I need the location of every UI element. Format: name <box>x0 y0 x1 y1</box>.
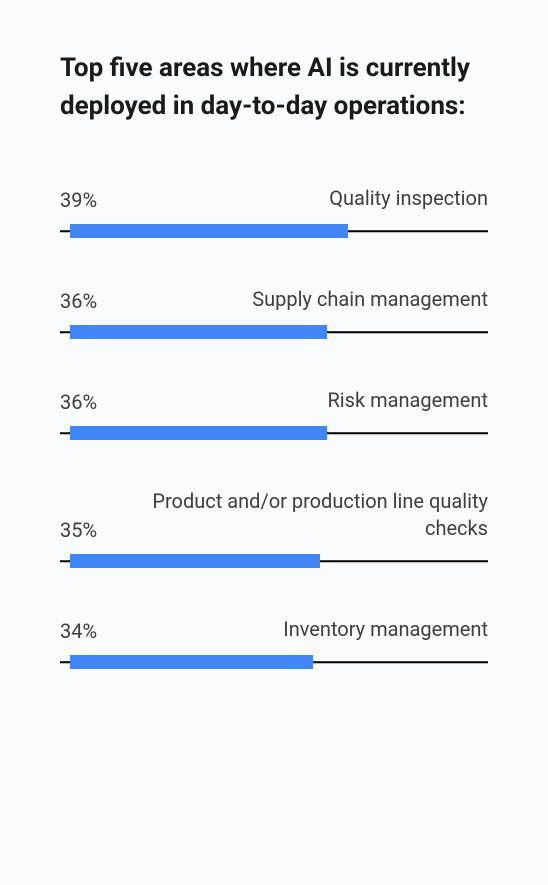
bar-item: 36% Supply chain management <box>60 286 488 339</box>
bar-percentage: 36% <box>60 390 97 414</box>
bar-track <box>60 655 488 669</box>
bar-percentage: 34% <box>60 619 97 643</box>
bar-fill <box>70 325 327 339</box>
bar-fill <box>70 655 313 669</box>
bar-percentage: 39% <box>60 188 97 212</box>
bar-label: Product and/or production line quality c… <box>117 488 488 542</box>
bar-item-header: 36% Supply chain management <box>60 286 488 313</box>
bar-item: 35% Product and/or production line quali… <box>60 488 488 568</box>
bar-track <box>60 325 488 339</box>
bar-track <box>60 554 488 568</box>
bar-item: 36% Risk management <box>60 387 488 440</box>
bar-label: Risk management <box>327 387 488 414</box>
bar-track <box>60 224 488 238</box>
bar-label: Quality inspection <box>329 185 488 212</box>
bar-item: 34% Inventory management <box>60 616 488 669</box>
bar-fill <box>70 426 327 440</box>
bar-percentage: 35% <box>60 518 97 542</box>
bar-item: 39% Quality inspection <box>60 185 488 238</box>
bar-percentage: 36% <box>60 289 97 313</box>
bar-fill <box>70 224 348 238</box>
bar-label: Inventory management <box>283 616 488 643</box>
bar-item-header: 39% Quality inspection <box>60 185 488 212</box>
bar-label: Supply chain management <box>252 286 488 313</box>
bar-fill <box>70 554 320 568</box>
chart-title: Top five areas where AI is currently dep… <box>60 50 488 125</box>
bar-item-header: 36% Risk management <box>60 387 488 414</box>
bar-item-header: 34% Inventory management <box>60 616 488 643</box>
bar-list: 39% Quality inspection 36% Supply chain … <box>60 185 488 669</box>
bar-item-header: 35% Product and/or production line quali… <box>60 488 488 542</box>
bar-track <box>60 426 488 440</box>
